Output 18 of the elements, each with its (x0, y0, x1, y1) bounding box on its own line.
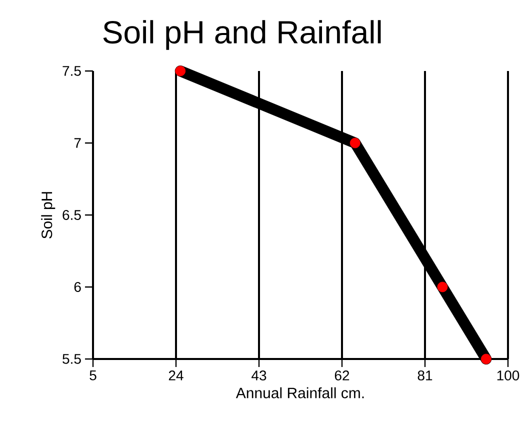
x-tick-label: 5 (90, 370, 96, 380)
point (480, 354, 492, 364)
chart-title: Soil pH and Rainfall (103, 20, 381, 50)
x-tick-label: 81 (418, 370, 432, 380)
point (437, 282, 448, 292)
y-tick-label: 6 (74, 282, 81, 292)
x-tick-label: 24 (168, 370, 184, 380)
y-tick-label: 6.5 (62, 210, 81, 220)
x-tick-label: 100 (497, 370, 520, 380)
x-tick-label: 62 (334, 370, 350, 380)
y-tick-label: 7 (74, 138, 81, 148)
x-axis-title: Annual Rainfall cm. (236, 387, 364, 398)
y-tick-label: 7.5 (62, 66, 81, 76)
x-tick-label: 43 (252, 370, 266, 380)
point (175, 66, 186, 76)
point (350, 138, 360, 148)
y-axis-title: Soil pH (41, 192, 56, 238)
y-tick-label: 5.5 (62, 354, 81, 364)
